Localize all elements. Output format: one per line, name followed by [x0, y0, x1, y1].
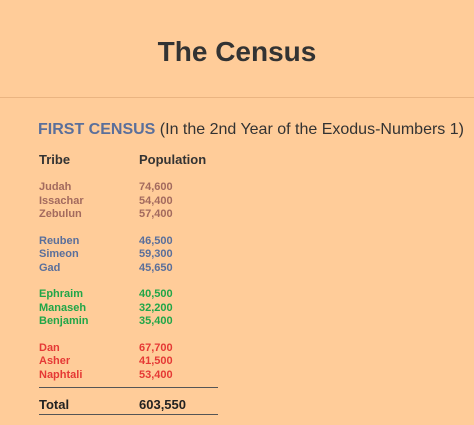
tribe-column-header: Tribe [39, 152, 71, 167]
total-label: Total [39, 397, 70, 412]
tribe-group: Ephraim 40,500 Manaseh 32,200 Benjamin 35,400 [39, 288, 219, 329]
census-heading: FIRST CENSUS (In the 2nd Year of the Exo… [38, 121, 464, 139]
tribe-group: Judah 74,600 Issachar 54,400 Zebulun 57,400 [39, 181, 219, 222]
tribe-name: Simeon [39, 248, 79, 260]
tribe-population: 40,500 [139, 288, 173, 300]
table-row: Judah 74,600 [39, 181, 219, 195]
tribe-population: 67,700 [139, 341, 173, 354]
population-column-header: Population [139, 152, 207, 167]
tribe-name: Dan [39, 341, 60, 354]
total-divider [39, 387, 218, 388]
tribe-population: 41,500 [139, 355, 173, 367]
bottom-divider [39, 414, 218, 415]
tribe-name: Reuben [39, 234, 80, 247]
tribe-population: 54,400 [139, 194, 173, 207]
census-subtitle: (In the 2nd Year of the Exodus-Numbers 1… [159, 121, 464, 138]
tribe-population: 53,400 [139, 368, 173, 381]
tribe-population: 74,600 [139, 181, 173, 193]
tribe-group: Dan 67,700 Asher 41,500 Naphtali 53,400 [39, 342, 219, 383]
tribe-name: Gad [39, 261, 61, 274]
tribe-groups: Judah 74,600 Issachar 54,400 Zebulun 57,400 Re… [39, 181, 219, 395]
table-row: Dan 67,700 [39, 342, 219, 356]
tribe-name: Zebulun [39, 208, 82, 220]
tribe-name: Manaseh [39, 301, 87, 314]
table-row: Asher 41,500 [39, 355, 219, 369]
table-row: Reuben 46,500 [39, 235, 219, 249]
census-name: FIRST CENSUS [38, 121, 156, 138]
tribe-population: 46,500 [139, 234, 173, 247]
table-row: Ephraim 40,500 [39, 288, 219, 302]
table-row: Naphtali 53,400 [39, 369, 219, 383]
tribe-group: Reuben 46,500 Simeon 59,300 Gad 45,650 [39, 235, 219, 276]
page-title: The Census [157, 36, 317, 67]
table-row: Issachar 54,400 [39, 195, 219, 209]
title-divider [0, 97, 474, 98]
table-row: Zebulun 57,400 [39, 208, 219, 222]
tribe-name: Asher [39, 355, 71, 367]
tribe-population: 32,200 [139, 301, 173, 314]
tribe-population: 59,300 [139, 248, 173, 260]
table-row: Simeon 59,300 [39, 248, 219, 262]
tribe-population: 35,400 [139, 315, 173, 327]
tribe-name: Benjamin [39, 315, 89, 327]
tribe-population: 45,650 [139, 261, 173, 274]
tribe-population: 57,400 [139, 208, 173, 220]
tribe-name: Issachar [39, 194, 84, 207]
total-value: 603,550 [139, 397, 186, 412]
tribe-name: Judah [39, 181, 72, 193]
table-row: Gad 45,650 [39, 262, 219, 276]
table-row: Benjamin 35,400 [39, 315, 219, 329]
tribe-name: Ephraim [39, 288, 84, 300]
table-row: Manaseh 32,200 [39, 302, 219, 316]
tribe-name: Naphtali [39, 368, 83, 381]
